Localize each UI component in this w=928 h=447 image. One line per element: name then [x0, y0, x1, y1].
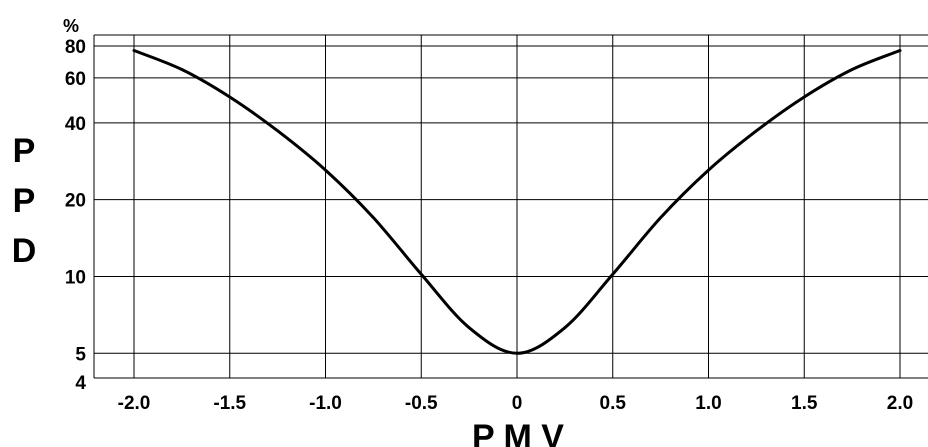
y-axis-letter-3: D	[12, 232, 37, 270]
x-tick-label: -1.0	[309, 393, 342, 414]
y-tick-label: 80	[65, 37, 86, 58]
tick-labels: -2.0 -1.5 -1.0 -0.5 0 0.5 1.0 1.5 2.0 4 5 10 20 40 60 8…	[65, 37, 913, 414]
y-axis-letter-2: P	[13, 182, 36, 220]
y-tick-label: 20	[65, 191, 86, 212]
y-unit-label: %	[63, 16, 79, 36]
x-tick-label: 0.5	[600, 393, 627, 414]
x-tick-label: -0.5	[405, 393, 438, 414]
y-tick-label: 10	[65, 267, 86, 288]
y-axis-letter-1: P	[13, 132, 36, 170]
x-tick-label: 2.0	[887, 393, 913, 414]
x-axis-title: P M V	[472, 418, 564, 447]
x-tick-label: 1.5	[791, 393, 818, 414]
x-tick-label: -2.0	[118, 393, 151, 414]
x-tick-label: 1.0	[695, 393, 721, 414]
y-tick-label: 5	[75, 344, 86, 365]
ppd-curve	[132, 49, 902, 355]
series-layer	[132, 49, 902, 355]
x-tick-label: 0	[512, 393, 523, 414]
axis-titles: % P P D P M V	[12, 16, 565, 447]
y-tick-label: 60	[65, 69, 86, 90]
grid-lines	[93, 34, 928, 379]
y-tick-label: 4	[75, 373, 86, 394]
y-tick-label: 40	[65, 114, 86, 135]
x-tick-label: -1.5	[213, 393, 246, 414]
